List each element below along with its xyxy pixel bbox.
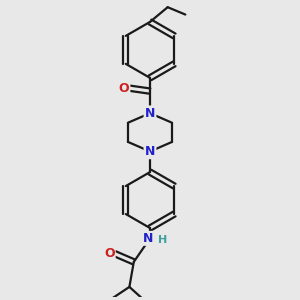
Text: N: N [143, 232, 154, 245]
Text: O: O [104, 247, 115, 260]
Text: O: O [119, 82, 129, 95]
Text: H: H [158, 235, 167, 245]
Text: N: N [145, 145, 155, 158]
Text: N: N [145, 107, 155, 120]
